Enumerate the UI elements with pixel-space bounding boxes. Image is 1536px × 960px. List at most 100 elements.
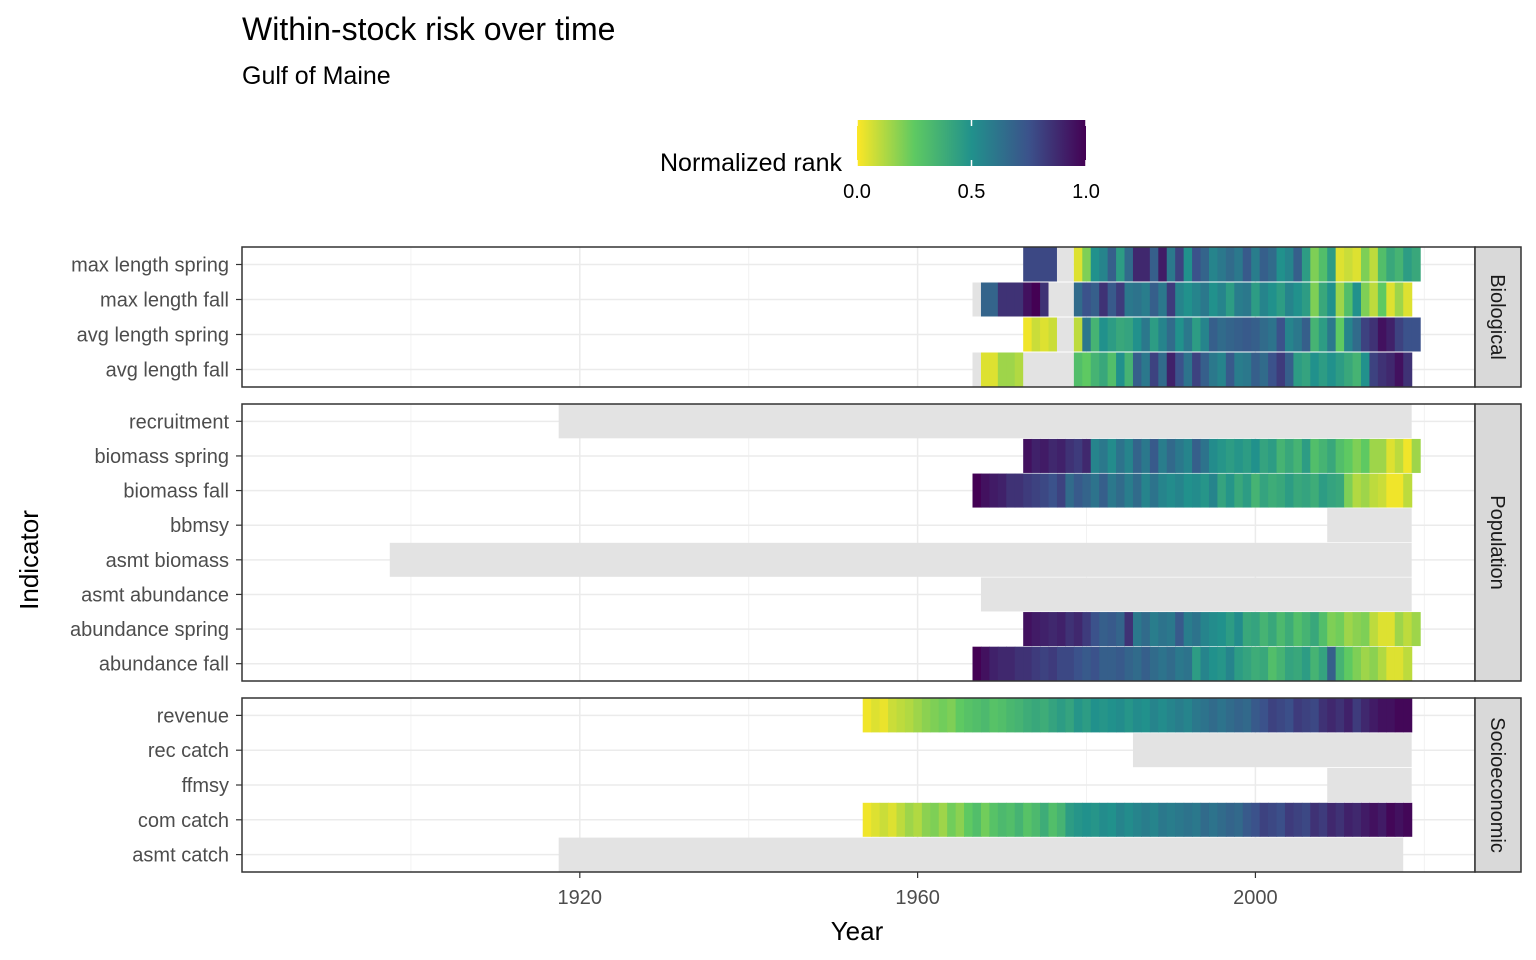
tile	[1082, 612, 1092, 647]
tile	[1268, 317, 1278, 352]
tile	[1014, 282, 1024, 317]
tile	[1090, 646, 1100, 681]
tile	[1073, 282, 1083, 317]
tile	[1335, 698, 1345, 733]
tile	[1116, 802, 1126, 837]
tile	[1149, 802, 1159, 837]
strip-background	[1474, 697, 1522, 873]
tile	[1090, 282, 1100, 317]
tile	[1192, 352, 1202, 387]
tile	[1276, 352, 1286, 387]
tile	[1225, 247, 1235, 282]
x-tick-label: 1960	[895, 887, 940, 909]
tile	[1284, 317, 1295, 352]
tile	[1090, 698, 1100, 733]
tile	[1234, 612, 1244, 647]
panel-biological: max length spring max length fall avg leng…	[71, 246, 1522, 388]
tile	[1310, 247, 1320, 282]
y-tick-label: revenue	[157, 705, 229, 727]
tile	[1132, 473, 1143, 508]
tile	[1065, 698, 1075, 733]
tile	[1132, 317, 1143, 352]
tile	[862, 802, 872, 837]
tile	[1411, 438, 1421, 473]
tile	[1107, 646, 1117, 681]
tile	[1132, 438, 1143, 473]
tile	[1014, 352, 1024, 387]
tile	[1158, 247, 1168, 282]
tile	[1225, 352, 1235, 387]
tile	[1369, 317, 1379, 352]
tile	[1023, 282, 1033, 317]
tile-na	[389, 542, 1412, 577]
tile	[1344, 317, 1354, 352]
tile	[1040, 317, 1050, 352]
tile	[1040, 612, 1050, 647]
tile	[1006, 352, 1016, 387]
tile	[1344, 473, 1354, 508]
tile	[1217, 698, 1227, 733]
tile	[1335, 247, 1345, 282]
strip-label: Biological	[1486, 274, 1508, 360]
tile	[1175, 612, 1185, 647]
tile	[1217, 646, 1227, 681]
tile	[1141, 247, 1151, 282]
tile	[1293, 247, 1303, 282]
tile	[871, 802, 881, 837]
tile	[1192, 646, 1202, 681]
tile	[1301, 473, 1311, 508]
tile	[1124, 352, 1134, 387]
tile	[1166, 352, 1176, 387]
tile-na	[558, 837, 1404, 872]
tile	[1276, 473, 1286, 508]
y-tick-label: max length fall	[100, 290, 229, 312]
tile	[1259, 317, 1269, 352]
tile	[1335, 282, 1345, 317]
tile	[1082, 247, 1092, 282]
tile	[1344, 282, 1354, 317]
tile	[1023, 698, 1033, 733]
tile	[1284, 802, 1295, 837]
tile	[1031, 646, 1041, 681]
tile	[1183, 802, 1193, 837]
tile	[1360, 247, 1371, 282]
tile	[930, 802, 940, 837]
tile	[1031, 698, 1041, 733]
tile	[1149, 698, 1159, 733]
tile-na	[1327, 768, 1412, 802]
tile	[1141, 352, 1151, 387]
tile	[1352, 646, 1362, 681]
tile	[1090, 802, 1100, 837]
tile	[1065, 473, 1075, 508]
tile	[1031, 473, 1041, 508]
tile	[1132, 282, 1143, 317]
legend-tick-label: 0.0	[843, 181, 871, 203]
tile	[1149, 317, 1159, 352]
tile	[1259, 698, 1269, 733]
tile	[1006, 698, 1016, 733]
tile	[1200, 247, 1210, 282]
tile	[1200, 646, 1210, 681]
chart-subtitle: Gulf of Maine	[242, 62, 391, 90]
tile	[1259, 802, 1269, 837]
tile	[1200, 438, 1210, 473]
tile	[1403, 802, 1413, 837]
tile	[1403, 473, 1413, 508]
tile	[1242, 802, 1252, 837]
tile	[1327, 247, 1337, 282]
tile	[1048, 802, 1058, 837]
tile	[1166, 698, 1176, 733]
tile	[1065, 802, 1075, 837]
tile	[1040, 646, 1050, 681]
tile	[1259, 612, 1269, 647]
tile	[972, 473, 982, 508]
tile	[1301, 282, 1311, 317]
tile	[997, 282, 1007, 317]
tile	[1403, 698, 1413, 733]
tile	[1023, 247, 1033, 282]
tile	[879, 698, 889, 733]
tile	[1293, 473, 1303, 508]
tile	[1116, 247, 1126, 282]
tile	[1225, 698, 1235, 733]
tile	[1352, 473, 1362, 508]
